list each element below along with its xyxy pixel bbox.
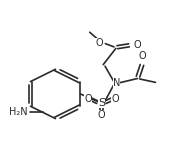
Text: O: O (84, 94, 92, 104)
Text: O: O (111, 94, 119, 104)
Text: H₂N: H₂N (9, 107, 28, 117)
Text: N: N (113, 78, 120, 88)
Text: O: O (139, 51, 146, 61)
Text: S: S (98, 98, 105, 108)
Text: O: O (133, 40, 141, 50)
Text: O: O (98, 110, 105, 120)
Text: O: O (95, 38, 103, 48)
